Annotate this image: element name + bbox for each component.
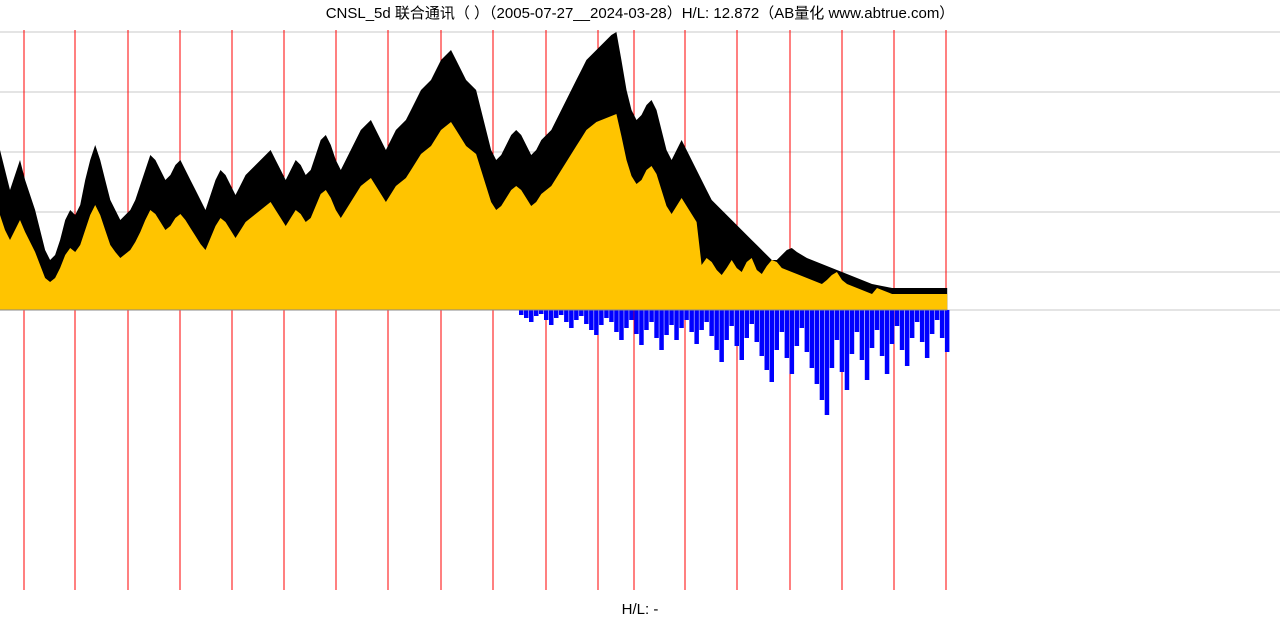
chart-title: CNSL_5d 联合通讯（ ）（2005-07-27__2024-03-28）H…: [0, 2, 1280, 23]
lower-series-blue: [519, 310, 949, 415]
chart-footer: H/L: -: [0, 601, 1280, 618]
price-chart: [0, 22, 1280, 598]
